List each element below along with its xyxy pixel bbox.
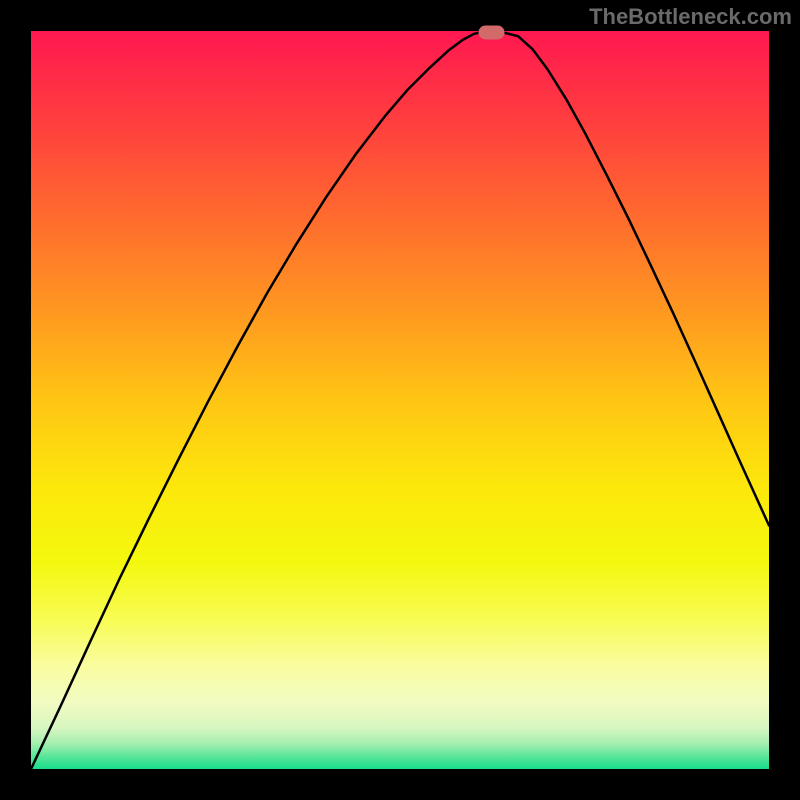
bottleneck-curve-chart	[0, 0, 800, 800]
optimum-marker	[479, 25, 505, 39]
plot-background	[31, 31, 769, 769]
watermark-text: TheBottleneck.com	[589, 4, 792, 30]
